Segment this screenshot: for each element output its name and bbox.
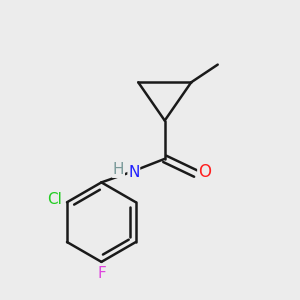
Text: O: O [198,163,211,181]
Text: Cl: Cl [47,192,62,207]
Text: H: H [113,162,124,177]
Text: F: F [97,266,106,280]
Text: N: N [128,165,140,180]
